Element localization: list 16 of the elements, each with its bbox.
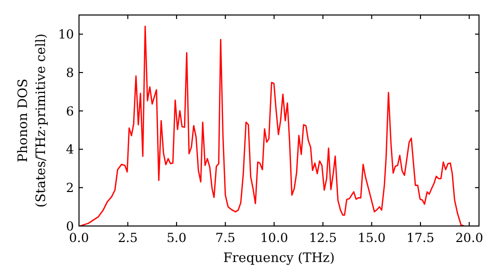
x-axis-title: Frequency (THz)	[223, 251, 335, 266]
x-tick-label: 20.0	[455, 230, 484, 245]
y-tick-label: 6	[66, 103, 74, 118]
x-tick-label: 10.0	[260, 230, 288, 245]
x-tick-label: 7.5	[215, 230, 236, 245]
x-tick-label: 15.0	[358, 230, 386, 245]
y-tick-label: 2	[66, 180, 74, 196]
x-tick-label: 12.5	[308, 230, 337, 245]
line-series	[79, 26, 465, 226]
y-tick-label: 4	[66, 142, 74, 157]
y-axis-title: Phonon DOS (States/THz·primitive cell)	[16, 33, 49, 208]
x-tick-label: 17.5	[406, 230, 434, 245]
y-tick-label: 8	[66, 64, 74, 80]
y-tick-label: 10	[58, 26, 74, 42]
x-tick-label: 5.0	[166, 230, 187, 245]
x-tick-label: 2.5	[118, 230, 138, 245]
